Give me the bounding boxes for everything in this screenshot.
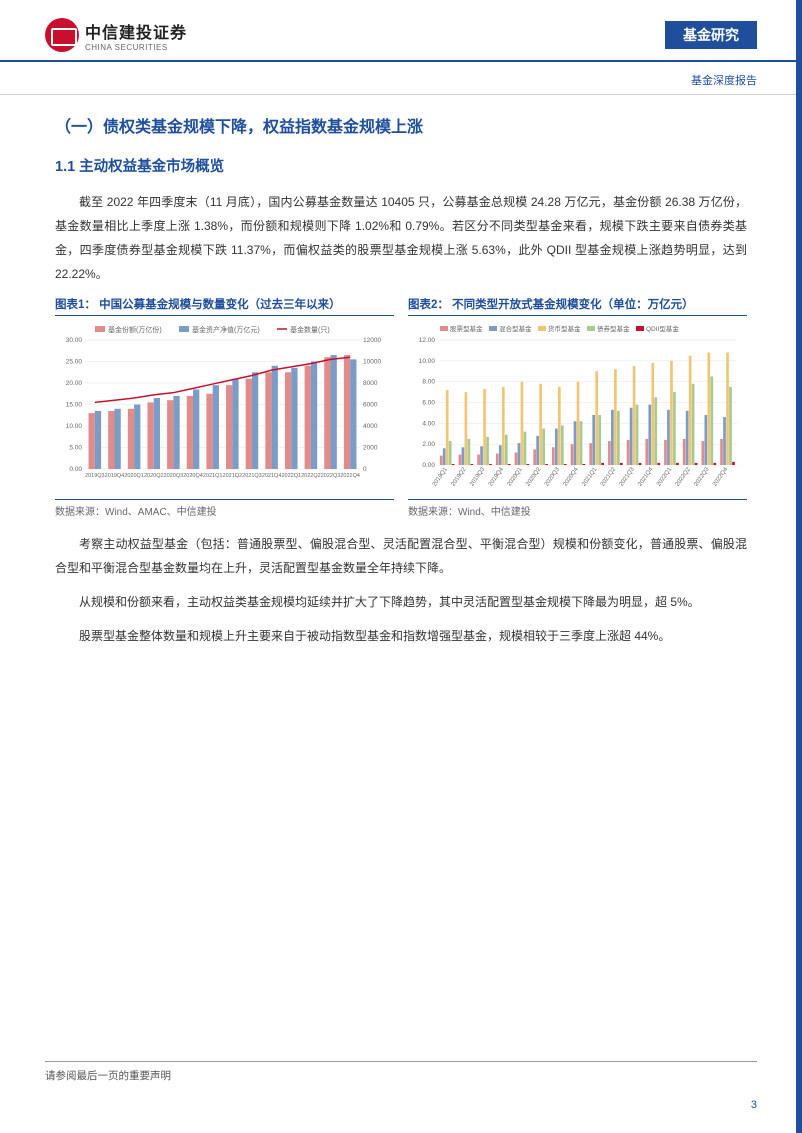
svg-text:2022Q2: 2022Q2: [301, 473, 321, 479]
svg-text:10.00: 10.00: [66, 423, 83, 430]
right-accent-bar: [796, 0, 802, 1133]
header-subcategory: 基金深度报告: [0, 62, 802, 95]
footer: 请参阅最后一页的重要声明: [45, 1061, 757, 1083]
paragraph-1: 截至 2022 年四季度末（11 月底），国内公募基金数量达 10405 只，公…: [55, 190, 747, 286]
chart2-title: 图表2： 不同类型开放式基金规模变化（单位：万亿元）: [408, 296, 747, 316]
svg-text:2022Q4: 2022Q4: [712, 466, 730, 487]
svg-text:2020Q1: 2020Q1: [124, 473, 144, 479]
svg-text:基金资产净值(万亿元): 基金资产净值(万亿元): [192, 325, 260, 334]
svg-text:2022Q2: 2022Q2: [675, 466, 693, 487]
svg-text:2022Q3: 2022Q3: [693, 466, 711, 487]
svg-text:2019Q4: 2019Q4: [105, 473, 125, 479]
svg-text:0.00: 0.00: [69, 466, 82, 473]
svg-text:2000: 2000: [363, 445, 378, 452]
footer-disclaimer: 请参阅最后一页的重要声明: [45, 1068, 171, 1083]
chart1-title: 图表1： 中国公募基金规模与数量变化（过去三年以来）: [55, 296, 394, 316]
svg-text:12.00: 12.00: [419, 337, 436, 344]
logo-icon: [45, 18, 79, 52]
svg-text:2020Q2: 2020Q2: [525, 466, 543, 487]
svg-text:基金数量(只): 基金数量(只): [290, 325, 330, 334]
svg-text:2021Q1: 2021Q1: [581, 466, 599, 487]
svg-text:25.00: 25.00: [66, 359, 83, 366]
svg-text:6000: 6000: [363, 402, 378, 409]
subsection-title: 1.1 主动权益基金市场概览: [55, 155, 747, 176]
chart1-block: 图表1： 中国公募基金规模与数量变化（过去三年以来） 基金份额(万亿份) 基金资产…: [55, 296, 394, 518]
svg-text:8.00: 8.00: [422, 379, 435, 386]
paragraph-4: 股票型基金整体数量和规模上升主要来自于被动指数型基金和指数增强型基金，规模相较于…: [55, 624, 747, 648]
section-title: （一）债权类基金规模下降，权益指数基金规模上涨: [55, 113, 747, 137]
svg-text:2021Q2: 2021Q2: [600, 466, 618, 487]
chart2-block: 图表2： 不同类型开放式基金规模变化（单位：万亿元） 股票型基金 混合型基金 货币型…: [408, 296, 747, 518]
page-header: 中信建投证券 CHINA SECURITIES 基金研究: [0, 0, 802, 62]
svg-text:10.00: 10.00: [419, 358, 436, 365]
svg-text:6.00: 6.00: [422, 400, 435, 407]
svg-text:2021Q1: 2021Q1: [203, 473, 223, 479]
content-area: （一）债权类基金规模下降，权益指数基金规模上涨 1.1 主动权益基金市场概览 截…: [0, 95, 802, 648]
svg-text:2019Q3: 2019Q3: [469, 466, 487, 487]
svg-text:2019Q3: 2019Q3: [85, 473, 105, 479]
svg-text:2022Q1: 2022Q1: [656, 466, 674, 487]
svg-text:2020Q1: 2020Q1: [507, 466, 525, 487]
svg-text:0: 0: [363, 466, 367, 473]
svg-text:2021Q4: 2021Q4: [262, 473, 282, 479]
svg-text:4000: 4000: [363, 423, 378, 430]
svg-text:20.00: 20.00: [66, 380, 83, 387]
svg-text:2019Q1: 2019Q1: [432, 466, 450, 487]
svg-text:货币型基金: 货币型基金: [548, 324, 581, 333]
svg-text:12000: 12000: [363, 337, 381, 344]
svg-text:8000: 8000: [363, 380, 378, 387]
logo-text-cn: 中信建投证券: [85, 19, 187, 43]
svg-text:2020Q4: 2020Q4: [563, 466, 581, 487]
svg-text:2.00: 2.00: [422, 441, 435, 448]
svg-text:2022Q3: 2022Q3: [321, 473, 341, 479]
paragraph-2: 考察主动权益型基金（包括：普通股票型、偏股混合型、灵活配置混合型、平衡混合型）规…: [55, 532, 747, 580]
svg-text:QDII型基金: QDII型基金: [646, 324, 679, 333]
svg-text:2022Q4: 2022Q4: [340, 473, 360, 479]
chart2-source: 数据来源：Wind、中信建投: [408, 499, 747, 518]
svg-text:基金份额(万亿份): 基金份额(万亿份): [108, 325, 162, 334]
svg-text:股票型基金: 股票型基金: [450, 324, 483, 333]
svg-text:15.00: 15.00: [66, 402, 83, 409]
logo-text-en: CHINA SECURITIES: [85, 43, 187, 52]
svg-text:4.00: 4.00: [422, 420, 435, 427]
paragraph-3: 从规模和份额来看，主动权益类基金规模均延续并扩大了下降趋势，其中灵活配置型基金规…: [55, 590, 747, 614]
svg-text:2019Q4: 2019Q4: [488, 466, 506, 487]
svg-text:2020Q3: 2020Q3: [544, 466, 562, 487]
svg-text:2019Q2: 2019Q2: [451, 466, 469, 487]
chart1-source: 数据来源：Wind、AMAC、中信建投: [55, 499, 394, 518]
svg-text:2022Q1: 2022Q1: [281, 473, 301, 479]
svg-text:2020Q4: 2020Q4: [183, 473, 203, 479]
svg-text:2021Q2: 2021Q2: [223, 473, 243, 479]
charts-row: 图表1： 中国公募基金规模与数量变化（过去三年以来） 基金份额(万亿份) 基金资产…: [55, 296, 747, 518]
svg-text:2020Q3: 2020Q3: [164, 473, 184, 479]
chart1-canvas: 基金份额(万亿份) 基金资产净值(万亿元) 基金数量(只) 0.00 5.00 10.00…: [55, 322, 394, 497]
page-number: 3: [751, 1099, 757, 1111]
svg-text:2021Q4: 2021Q4: [637, 466, 655, 487]
svg-text:2021Q3: 2021Q3: [242, 473, 262, 479]
svg-text:2021Q3: 2021Q3: [619, 466, 637, 487]
header-category: 基金研究: [665, 21, 757, 49]
svg-text:混合型基金: 混合型基金: [499, 324, 532, 333]
svg-text:2020Q2: 2020Q2: [144, 473, 164, 479]
svg-text:0.00: 0.00: [422, 462, 435, 469]
svg-text:10000: 10000: [363, 359, 381, 366]
svg-text:30.00: 30.00: [66, 337, 83, 344]
logo-block: 中信建投证券 CHINA SECURITIES: [45, 18, 187, 52]
svg-text:5.00: 5.00: [69, 445, 82, 452]
chart2-canvas: 股票型基金 混合型基金 货币型基金 债券型基金 QDII型基金 0.00 2.00 4.00 6…: [408, 322, 747, 497]
svg-text:债券型基金: 债券型基金: [597, 324, 630, 333]
